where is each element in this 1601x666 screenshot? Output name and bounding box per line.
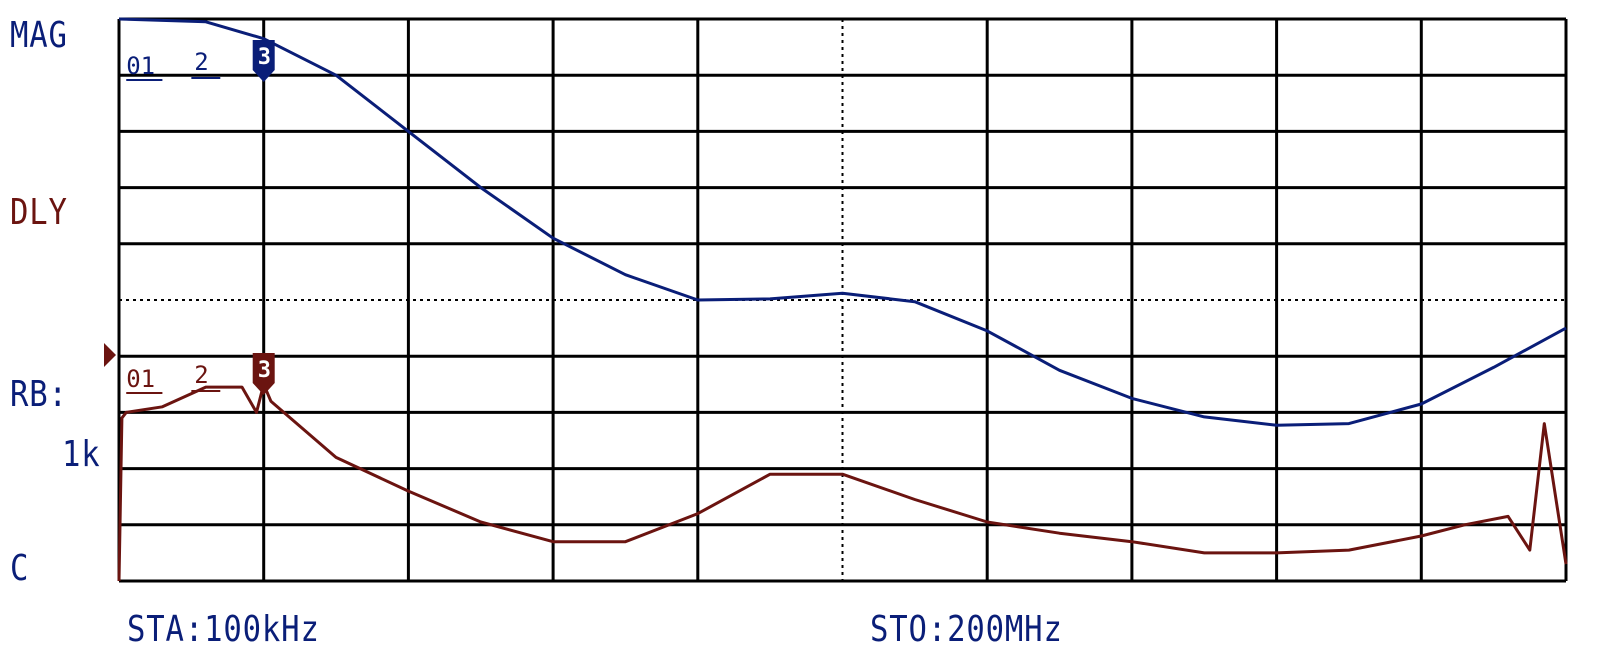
mag-marker-3-label: 3 bbox=[258, 45, 271, 70]
mag-marker-2-label: 2 bbox=[194, 48, 208, 76]
trace-layer bbox=[117, 17, 1568, 582]
marker-layer: 01 2 3 01 2 3 bbox=[126, 40, 275, 395]
trace-dly bbox=[117, 382, 1568, 582]
dly-marker-3-box bbox=[252, 353, 275, 383]
dly-marker-01-label: 01 bbox=[126, 365, 155, 393]
dly-label: DLY bbox=[10, 192, 68, 233]
start-frequency-label: STA:100kHz bbox=[127, 609, 320, 650]
mag-marker-3-box bbox=[252, 40, 275, 70]
plot-grid bbox=[104, 17, 1568, 583]
rb-label: RB: bbox=[10, 374, 68, 415]
mag-marker-01-label: 01 bbox=[126, 52, 155, 80]
mag-marker-3-pointer bbox=[252, 70, 275, 82]
dly-marker-3-label: 3 bbox=[258, 358, 271, 383]
trace-mag bbox=[118, 17, 1567, 427]
dly-marker-2-label: 2 bbox=[194, 361, 208, 389]
dly-marker-3-pointer bbox=[252, 383, 275, 395]
stop-frequency-label: STO:200MHz bbox=[870, 609, 1063, 650]
rb-value: 1k bbox=[62, 434, 101, 475]
c-label: C bbox=[10, 548, 30, 589]
reference-level-arrow bbox=[104, 343, 116, 367]
mag-label: MAG bbox=[10, 15, 68, 56]
